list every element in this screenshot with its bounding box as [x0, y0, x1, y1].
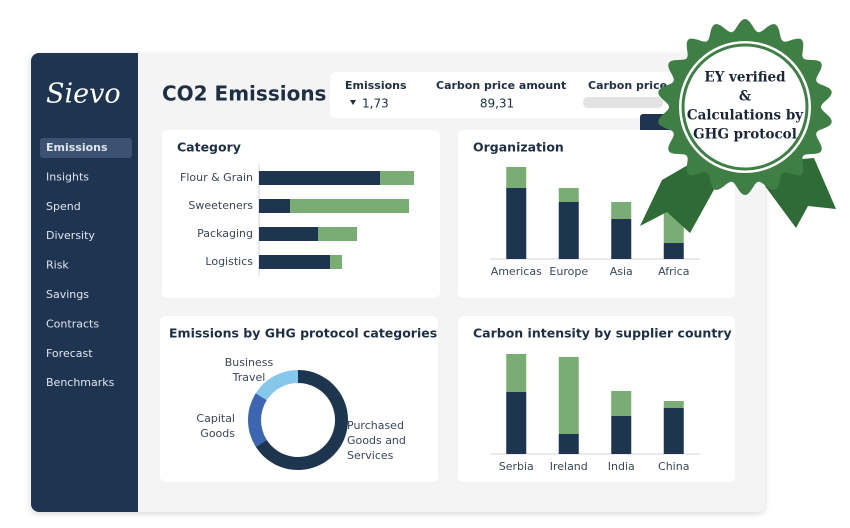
panel-title: Organization [473, 140, 564, 155]
kpi-label: Emissions [345, 79, 407, 92]
panel [458, 316, 735, 482]
menu-highlight [40, 138, 132, 158]
badge-face [679, 41, 811, 173]
logo: Sievo [46, 79, 121, 110]
donut-segment [247, 393, 267, 447]
bar-segment [558, 188, 579, 202]
category-label: India [608, 460, 635, 473]
segment-label: Goods and [347, 434, 406, 447]
category-label: Ireland [550, 460, 588, 473]
category-label: China [658, 460, 689, 473]
panel-title: Emissions by GHG protocol categories [169, 326, 437, 341]
panels: Category Flour & Grain Sweeteners Packaging… [160, 130, 735, 482]
badge-text: GHG protocol [693, 127, 797, 143]
menu-item[interactable]: Forecast [46, 347, 93, 360]
kpi-placeholder [583, 97, 663, 108]
menu-item[interactable]: Emissions [46, 141, 108, 154]
ribbon [640, 158, 716, 233]
badge-ring [681, 43, 809, 171]
category-label: Europe [549, 265, 588, 278]
segment-label: Services [347, 449, 394, 462]
segment-label: Goods [200, 427, 235, 440]
menu-item[interactable]: Benchmarks [46, 376, 115, 389]
panel [162, 130, 440, 298]
bar-segment [318, 227, 357, 241]
menu-item[interactable]: Spend [46, 200, 81, 213]
trend-arrow [350, 100, 356, 105]
category-label: Serbia [499, 460, 534, 473]
bar-segment [259, 255, 330, 269]
category-label: Asia [610, 265, 633, 278]
bar-segment [259, 227, 318, 241]
menu: Emissions Insights Spend Diversity Risk Savin… [40, 138, 132, 389]
sidebar [31, 53, 138, 512]
menu-item[interactable]: Contracts [46, 317, 99, 330]
bar-segment [663, 408, 684, 454]
sidebar-edge [125, 53, 138, 512]
bar-segment [663, 401, 684, 408]
bar-segment [663, 243, 684, 259]
category-label: Flour & Grain [180, 171, 253, 184]
panel [160, 316, 438, 482]
bar-segment [506, 392, 527, 454]
verified-badge: EY verified & Calculations by GHG protoc… [640, 19, 836, 233]
menu-item[interactable]: Diversity [46, 229, 95, 242]
menu-item[interactable]: Insights [46, 170, 89, 183]
bar-segment [380, 171, 414, 185]
bar-segment [611, 391, 632, 416]
badge-text: Calculations by [687, 108, 804, 124]
page-title: CO2 Emissions [162, 82, 326, 106]
bar-segment [290, 199, 409, 213]
category-label: Americas [491, 265, 542, 278]
bar-segment [611, 202, 632, 219]
menu-item[interactable]: Savings [46, 288, 89, 301]
bar-segment [259, 171, 380, 185]
segment-label: Business [225, 356, 274, 369]
bar-segment [506, 188, 527, 259]
bar-segment [558, 357, 579, 434]
panel-title: Carbon intensity by supplier country [473, 326, 732, 341]
category-label: Sweeteners [188, 199, 253, 212]
bar-segment [259, 199, 290, 213]
bar-segment [611, 219, 632, 259]
badge-text: EY verified [704, 70, 786, 86]
donut-segment [255, 370, 298, 401]
category-label: Africa [658, 265, 689, 278]
bar-segment [330, 255, 342, 269]
segment-label: Purchased [347, 419, 404, 432]
bar-segment [506, 354, 527, 392]
category-label: Logistics [205, 255, 253, 268]
bar-segment [558, 202, 579, 259]
badge-text: & [739, 89, 751, 105]
panel-title: Category [177, 140, 241, 155]
kpi-value: 89,31 [480, 97, 514, 111]
bar-segment [611, 416, 632, 454]
bar-segment [558, 434, 579, 454]
ribbon [765, 158, 836, 228]
kpi-label: Carbon price [588, 79, 667, 92]
menu-item[interactable]: Risk [46, 259, 69, 272]
segment-label: Travel [232, 371, 266, 384]
segment-label: Capital [196, 412, 235, 425]
bar-segment [506, 167, 527, 188]
kpi-label: Carbon price amount [436, 79, 566, 92]
category-label: Packaging [197, 227, 253, 240]
kpi-value: 1,73 [362, 97, 389, 111]
